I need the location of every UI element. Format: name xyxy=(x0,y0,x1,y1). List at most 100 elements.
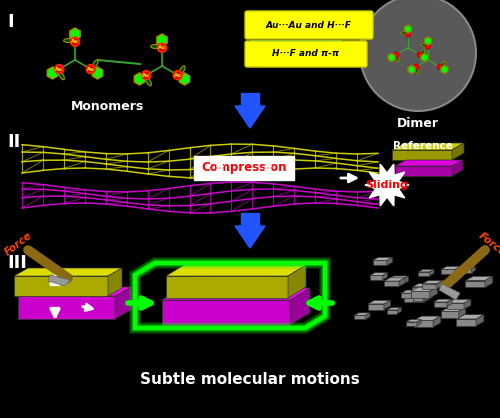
Polygon shape xyxy=(422,284,436,289)
Text: I: I xyxy=(7,13,14,31)
Text: Force: Force xyxy=(2,230,34,258)
Polygon shape xyxy=(437,281,452,283)
Polygon shape xyxy=(402,276,408,284)
Polygon shape xyxy=(48,67,58,79)
Polygon shape xyxy=(448,281,452,287)
Polygon shape xyxy=(414,316,441,320)
Polygon shape xyxy=(430,287,438,298)
Ellipse shape xyxy=(64,38,74,43)
Polygon shape xyxy=(392,143,464,150)
Polygon shape xyxy=(157,34,167,46)
Polygon shape xyxy=(354,315,366,319)
Polygon shape xyxy=(472,267,476,273)
Polygon shape xyxy=(476,315,484,326)
Polygon shape xyxy=(422,280,442,284)
Polygon shape xyxy=(464,299,471,309)
Text: Compression: Compression xyxy=(201,161,287,174)
Text: Subtle molecular motions: Subtle molecular motions xyxy=(140,372,360,387)
Ellipse shape xyxy=(179,66,185,74)
Text: Sliding: Sliding xyxy=(366,180,408,190)
Text: Au: Au xyxy=(158,45,166,50)
FancyBboxPatch shape xyxy=(245,41,367,67)
Polygon shape xyxy=(412,297,423,301)
Polygon shape xyxy=(446,303,464,309)
Ellipse shape xyxy=(58,71,64,80)
Polygon shape xyxy=(382,273,388,280)
Circle shape xyxy=(360,0,476,111)
Polygon shape xyxy=(433,316,441,327)
Polygon shape xyxy=(134,73,144,85)
Polygon shape xyxy=(395,160,463,166)
Polygon shape xyxy=(406,319,421,322)
Ellipse shape xyxy=(150,45,160,48)
Polygon shape xyxy=(387,308,402,310)
Polygon shape xyxy=(401,293,415,298)
Circle shape xyxy=(71,38,79,46)
Polygon shape xyxy=(290,288,310,325)
Polygon shape xyxy=(115,287,131,319)
Polygon shape xyxy=(441,270,455,274)
Polygon shape xyxy=(162,300,290,325)
Ellipse shape xyxy=(441,61,445,67)
Polygon shape xyxy=(166,276,288,298)
Polygon shape xyxy=(434,299,452,302)
Text: Dimer: Dimer xyxy=(397,117,439,130)
Circle shape xyxy=(426,44,430,49)
Ellipse shape xyxy=(401,32,407,34)
Polygon shape xyxy=(418,270,434,272)
Polygon shape xyxy=(166,265,306,276)
Polygon shape xyxy=(180,73,190,85)
Polygon shape xyxy=(48,275,70,286)
Text: H···F and π-π: H···F and π-π xyxy=(272,49,340,59)
Polygon shape xyxy=(456,319,476,326)
Polygon shape xyxy=(441,311,458,318)
Polygon shape xyxy=(401,290,420,293)
Polygon shape xyxy=(411,291,430,298)
FancyBboxPatch shape xyxy=(194,156,294,180)
Polygon shape xyxy=(384,301,390,310)
Circle shape xyxy=(417,52,422,57)
Polygon shape xyxy=(404,295,424,302)
Polygon shape xyxy=(434,302,447,307)
Polygon shape xyxy=(424,291,432,302)
Polygon shape xyxy=(368,304,384,310)
Polygon shape xyxy=(455,266,460,274)
Circle shape xyxy=(174,71,182,79)
Text: III: III xyxy=(7,254,27,272)
Ellipse shape xyxy=(421,44,427,46)
Polygon shape xyxy=(428,284,434,292)
Polygon shape xyxy=(447,299,452,307)
Text: Au: Au xyxy=(174,73,182,78)
Polygon shape xyxy=(421,54,428,61)
Polygon shape xyxy=(485,276,493,288)
Polygon shape xyxy=(354,313,370,315)
Polygon shape xyxy=(372,257,392,260)
Text: Au: Au xyxy=(71,39,79,44)
Polygon shape xyxy=(368,301,390,304)
Polygon shape xyxy=(392,150,452,160)
Circle shape xyxy=(437,64,442,69)
Polygon shape xyxy=(411,287,438,291)
Text: Reference: Reference xyxy=(393,141,453,151)
Circle shape xyxy=(86,65,95,73)
Text: Au: Au xyxy=(142,73,150,78)
Polygon shape xyxy=(372,260,387,265)
Polygon shape xyxy=(452,160,463,176)
Polygon shape xyxy=(424,37,432,45)
Polygon shape xyxy=(388,54,395,61)
Text: Monomers: Monomers xyxy=(72,99,144,112)
Polygon shape xyxy=(162,288,310,300)
Polygon shape xyxy=(387,257,392,265)
Circle shape xyxy=(55,65,64,73)
Polygon shape xyxy=(370,275,382,280)
Polygon shape xyxy=(241,93,259,106)
Polygon shape xyxy=(18,296,115,319)
Polygon shape xyxy=(398,308,402,314)
Polygon shape xyxy=(458,308,466,318)
Polygon shape xyxy=(235,106,265,128)
Polygon shape xyxy=(437,283,448,287)
Polygon shape xyxy=(446,299,471,303)
Text: Au: Au xyxy=(56,66,63,71)
Polygon shape xyxy=(14,268,122,276)
Ellipse shape xyxy=(92,60,98,69)
